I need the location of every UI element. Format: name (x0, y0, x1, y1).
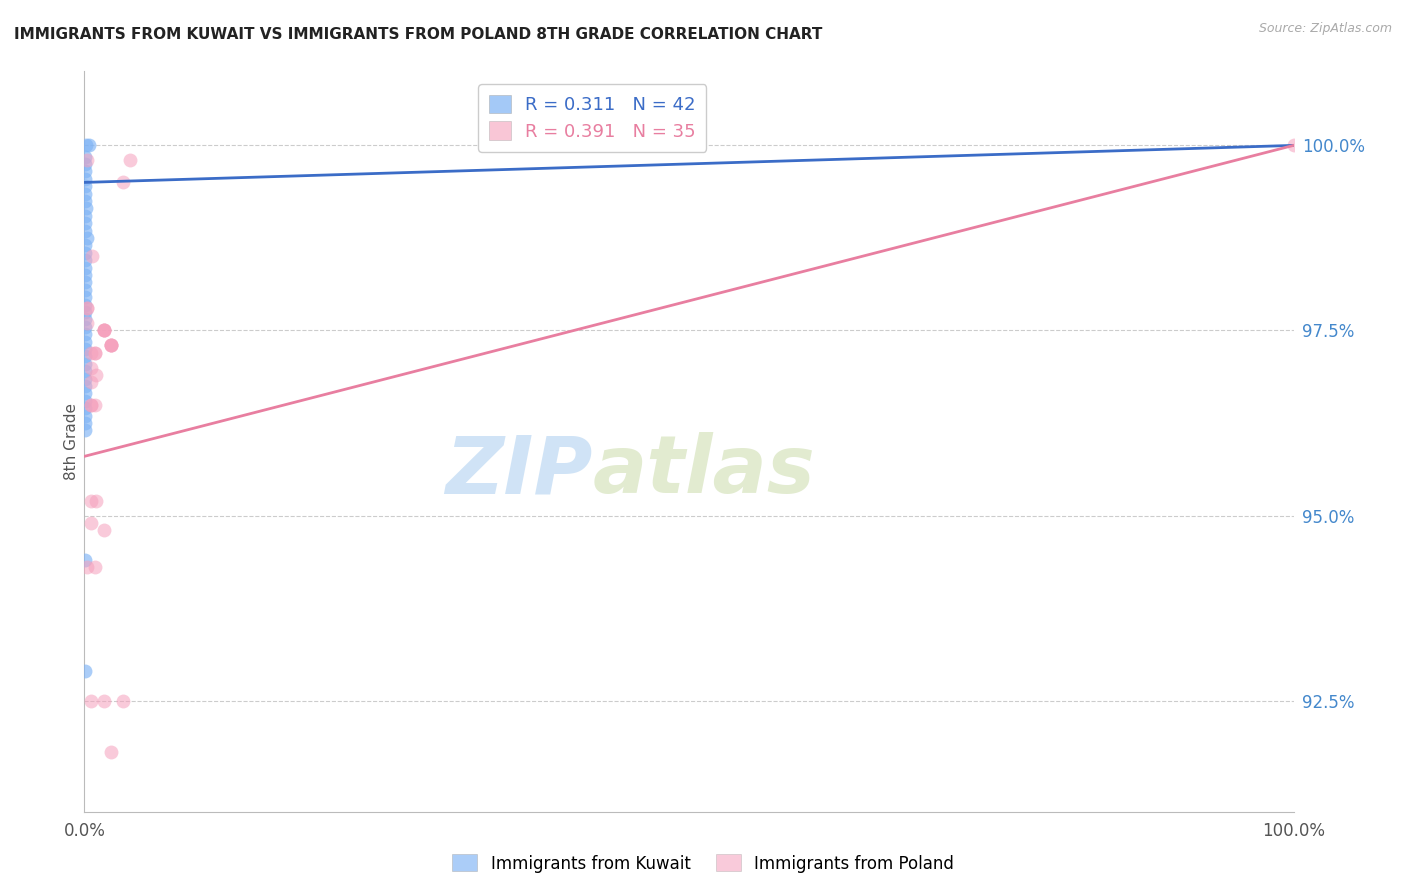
Point (73, 364, 96, 378)
Point (93, 524, 115, 538)
Point (73, 179, 96, 194)
Y-axis label: 8th Grade: 8th Grade (63, 403, 79, 480)
Point (73, 664, 96, 678)
Point (73, 283, 96, 297)
Point (76, 560, 98, 574)
Point (73, 253, 96, 268)
Point (73, 416, 96, 430)
Point (73, 327, 96, 342)
Point (100, 338, 122, 352)
Point (1282, 138, 1305, 153)
Point (73, 305, 96, 319)
Point (93, 323, 115, 337)
Point (73, 157, 96, 171)
Legend: Immigrants from Kuwait, Immigrants from Poland: Immigrants from Kuwait, Immigrants from … (446, 847, 960, 880)
Point (84, 560, 107, 574)
Point (80, 345, 103, 359)
Point (75, 202, 97, 216)
Legend: R = 0.311   N = 42, R = 0.391   N = 35: R = 0.311 N = 42, R = 0.391 N = 35 (478, 84, 706, 152)
Point (73, 342, 96, 356)
Point (73, 393, 96, 408)
Point (73, 553, 96, 567)
Point (100, 338, 122, 352)
Point (100, 338, 122, 352)
Point (86, 368, 108, 382)
Point (73, 424, 96, 438)
Point (80, 694, 103, 708)
Point (76, 231, 98, 245)
Point (73, 223, 96, 237)
Point (80, 397, 103, 411)
Point (73, 238, 96, 252)
Point (73, 409, 96, 423)
Point (120, 153, 142, 168)
Point (84, 397, 107, 411)
Point (93, 323, 115, 337)
Text: Source: ZipAtlas.com: Source: ZipAtlas.com (1258, 22, 1392, 36)
Point (73, 260, 96, 275)
Point (76, 316, 98, 330)
Point (100, 746, 122, 760)
Point (76, 301, 98, 316)
Point (73, 350, 96, 364)
Point (73, 334, 96, 349)
Point (93, 323, 115, 337)
Point (84, 345, 107, 359)
Point (73, 245, 96, 260)
Point (76, 153, 98, 168)
Point (86, 493, 108, 508)
Point (75, 138, 97, 153)
Text: ZIP: ZIP (444, 432, 592, 510)
Point (73, 209, 96, 223)
Point (84, 345, 107, 359)
Point (77, 138, 100, 153)
Point (73, 216, 96, 230)
Point (73, 371, 96, 385)
Point (112, 175, 135, 189)
Text: IMMIGRANTS FROM KUWAIT VS IMMIGRANTS FROM POLAND 8TH GRADE CORRELATION CHART: IMMIGRANTS FROM KUWAIT VS IMMIGRANTS FRO… (14, 27, 823, 42)
Point (80, 397, 103, 411)
Point (80, 516, 103, 530)
Point (73, 276, 96, 290)
Point (93, 323, 115, 337)
Point (73, 401, 96, 416)
Point (75, 171, 97, 186)
Point (73, 186, 96, 201)
Point (73, 379, 96, 393)
Point (73, 319, 96, 334)
Point (80, 493, 103, 508)
Point (73, 290, 96, 304)
Point (73, 164, 96, 178)
Point (73, 386, 96, 401)
Point (73, 268, 96, 282)
Point (93, 694, 115, 708)
Point (76, 301, 98, 316)
Point (80, 249, 103, 263)
Point (80, 376, 103, 390)
Point (100, 338, 122, 352)
Point (73, 297, 96, 311)
Point (80, 360, 103, 375)
Point (112, 694, 135, 708)
Point (73, 357, 96, 371)
Point (73, 312, 96, 326)
Point (73, 149, 96, 163)
Point (73, 194, 96, 208)
Text: atlas: atlas (592, 432, 815, 510)
